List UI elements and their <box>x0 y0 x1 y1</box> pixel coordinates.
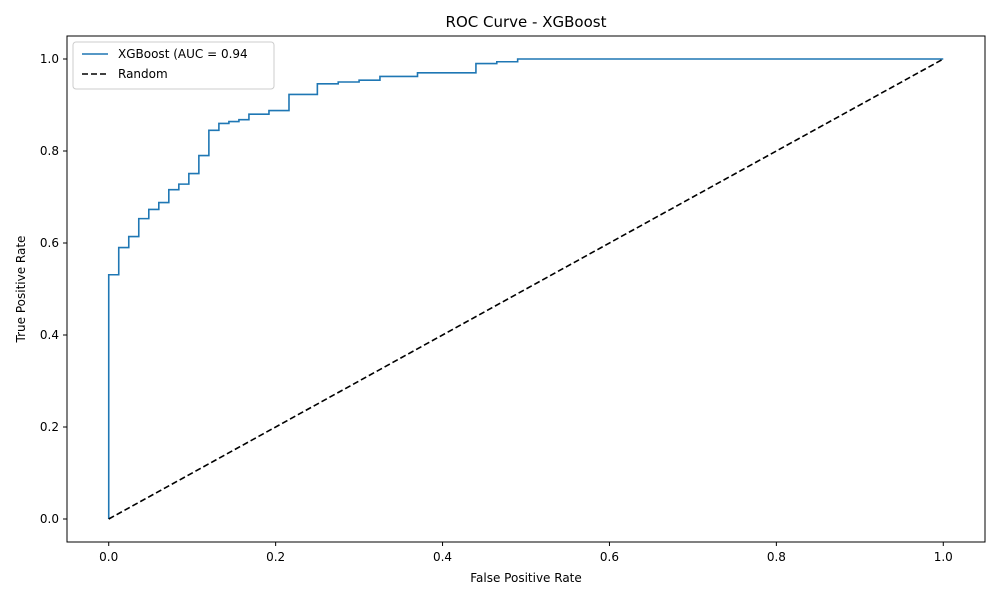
chart-title: ROC Curve - XGBoost <box>446 13 607 31</box>
random-baseline-line <box>108 58 944 520</box>
x-tick-label: 1.0 <box>934 550 953 564</box>
x-tick-label: 0.4 <box>433 550 452 564</box>
y-tick-label: 0.8 <box>40 144 59 158</box>
y-tick-label: 0.6 <box>40 236 59 250</box>
y-tick-label: 1.0 <box>40 52 59 66</box>
legend-entry-label: Random <box>118 67 168 81</box>
x-tick-label: 0.8 <box>767 550 786 564</box>
y-axis: 0.0 0.2 0.4 0.6 0.8 1.0 <box>40 52 67 526</box>
plot-frame <box>66 35 986 543</box>
x-tick-label: 0.2 <box>266 550 285 564</box>
legend-box <box>72 41 275 90</box>
y-tick-label: 0.2 <box>40 420 59 434</box>
x-axis: 0.0 0.2 0.4 0.6 0.8 1.0 <box>99 542 953 564</box>
x-tick-label: 0.6 <box>600 550 619 564</box>
y-tick-label: 0.4 <box>40 328 59 342</box>
x-tick-label: 0.0 <box>99 550 118 564</box>
legend: XGBoost (AUC = 0.94 Random <box>72 41 275 90</box>
series-layer <box>107 58 944 520</box>
xgboost-roc-line <box>107 58 944 519</box>
x-axis-label: False Positive Rate <box>470 571 582 585</box>
legend-entry-label: XGBoost (AUC = 0.94 <box>118 47 248 61</box>
y-tick-label: 0.0 <box>40 512 59 526</box>
y-axis-label: True Positive Rate <box>14 236 28 344</box>
